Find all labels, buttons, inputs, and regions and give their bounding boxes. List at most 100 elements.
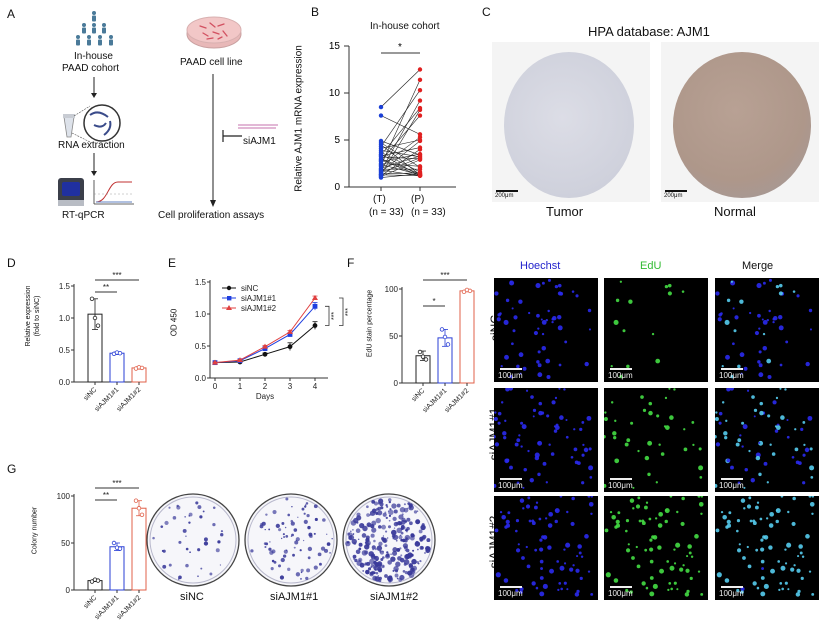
scale-label: 100μm [719, 481, 744, 490]
group-t-n: (n = 33) [369, 207, 404, 218]
panel-c-title: HPA database: AJM1 [588, 24, 710, 39]
scale-label: 100μm [498, 481, 523, 490]
group-p-label: (P) [411, 194, 425, 205]
svg-text:50: 50 [389, 332, 398, 341]
svg-text:***: *** [112, 479, 121, 488]
panel-a-letter: A [7, 7, 16, 21]
pcr-machine-icon [58, 178, 134, 206]
svg-text:***: *** [440, 271, 449, 280]
rt-qpcr-label: RT-qPCR [62, 210, 105, 221]
colony-plate-siajm1-1 [243, 492, 339, 588]
panel-e-chart: 0.0 0.5 1.0 1.5 0 1 2 3 4 Days siNCsiAJM1#1siAJM1#… [195, 278, 352, 401]
people-cohort-icon [76, 11, 113, 46]
plate-label-siajm1-1: siAJM1#1 [270, 591, 319, 603]
svg-text:100: 100 [385, 285, 399, 294]
caption-tumor: Tumor [546, 204, 584, 219]
panel-e-letter: E [168, 256, 177, 270]
panel-b-title: In-house cohort [370, 21, 440, 32]
group-p-n: (n = 33) [411, 207, 446, 218]
svg-text:0: 0 [213, 382, 218, 391]
svg-text:1.5: 1.5 [195, 278, 207, 287]
flow-arrow [210, 74, 216, 207]
micrograph-hoechst-siajm1-2: 100μm [494, 496, 598, 600]
ytick: 10 [329, 88, 341, 99]
svg-text:0.0: 0.0 [195, 374, 207, 383]
arrow-down-icon [91, 77, 97, 98]
scale-label: 200μm [495, 193, 514, 199]
panel-f-letter: F [347, 256, 355, 270]
svg-text:***: *** [112, 271, 121, 280]
scale-label: 100μm [719, 371, 744, 380]
micrograph-edu-sinc: 100μm [604, 278, 708, 382]
col-label-hoechst: Hoechst [520, 260, 561, 272]
panel-g-ylabel: Colony number [31, 506, 39, 555]
svg-text:0: 0 [66, 586, 71, 595]
svg-text:siNC: siNC [411, 387, 427, 403]
arrow-down-icon [91, 153, 97, 176]
svg-text:0.0: 0.0 [59, 378, 71, 387]
ihc-normal-image: 200μm [661, 42, 819, 202]
svg-text:4: 4 [313, 382, 318, 391]
ylabel-line1: Relative expression [25, 285, 32, 347]
svg-text:1.0: 1.0 [195, 310, 207, 319]
sirna-icon [238, 124, 278, 129]
inhibition-icon [222, 130, 242, 142]
group-t-label: (T) [373, 194, 386, 205]
svg-text:**: ** [103, 491, 109, 500]
ihc-tumor-image: 200μm [492, 42, 650, 202]
svg-text:Days: Days [256, 392, 274, 401]
svg-text:siAJM1#2: siAJM1#2 [444, 387, 471, 414]
ytick: 15 [329, 41, 341, 52]
scale-label: 100μm [608, 589, 633, 598]
panel-c-letter: C [482, 5, 491, 19]
caption-normal: Normal [714, 204, 756, 219]
panel-g-letter: G [7, 462, 17, 476]
panel-d-ylabel: Relative expression (fold to siNC) [24, 271, 42, 361]
svg-text:0.5: 0.5 [59, 346, 71, 355]
cohort-label-line2: PAAD cohort [62, 63, 120, 74]
ytick: 0 [334, 182, 340, 193]
micrograph-merge-sinc: 100μm [715, 278, 819, 382]
cohort-label-line1: In-house [74, 51, 113, 62]
svg-text:***: *** [331, 312, 338, 320]
assay-label: Cell proliferation assays [158, 210, 265, 221]
panel-b-ylabel: Relative AJM1 mRNA expression [293, 45, 305, 192]
svg-text:1.5: 1.5 [59, 282, 71, 291]
svg-text:***: *** [345, 308, 352, 316]
ytick: 5 [334, 135, 340, 146]
rna-tube-icon [63, 104, 121, 144]
cell-line-label: PAAD cell line [180, 57, 243, 68]
micrograph-merge-siajm1-1: 100μm [715, 388, 819, 492]
colony-plate-siajm1-2 [341, 492, 437, 588]
svg-text:1: 1 [238, 382, 243, 391]
svg-text:siNC: siNC [83, 386, 99, 402]
micrograph-edu-siajm1-2: 100μm [604, 496, 708, 600]
svg-text:siAJM1#2: siAJM1#2 [116, 386, 143, 413]
scale-label: 100μm [608, 481, 633, 490]
scale-label: 100μm [498, 589, 523, 598]
svg-text:50: 50 [61, 539, 70, 548]
panel-e-ylabel: OD 450 [169, 308, 179, 337]
significance-mark: * [398, 42, 402, 53]
panel-f-ylabel: EdU stain percentage [366, 289, 374, 358]
colony-plate-sinc [145, 492, 241, 588]
svg-text:100: 100 [57, 492, 71, 501]
scale-label: 100μm [608, 371, 633, 380]
col-label-merge: Merge [742, 260, 774, 272]
ylabel-line2: (fold to siNC) [34, 295, 41, 337]
svg-text:3: 3 [288, 382, 293, 391]
scale-label: 100μm [498, 371, 523, 380]
plate-label-siajm1-2: siAJM1#2 [370, 591, 419, 603]
micrograph-hoechst-sinc: 100μm [494, 278, 598, 382]
svg-text:0.5: 0.5 [195, 342, 207, 351]
micrograph-hoechst-siajm1-1: 100μm [494, 388, 598, 492]
scale-label: 100μm [719, 589, 744, 598]
plate-label-sinc: siNC [180, 591, 204, 603]
svg-text:**: ** [103, 283, 109, 292]
petri-dish-icon [186, 16, 242, 49]
svg-text:siAJM1#1: siAJM1#1 [241, 294, 277, 303]
micrograph-edu-siajm1-1: 100μm [604, 388, 708, 492]
